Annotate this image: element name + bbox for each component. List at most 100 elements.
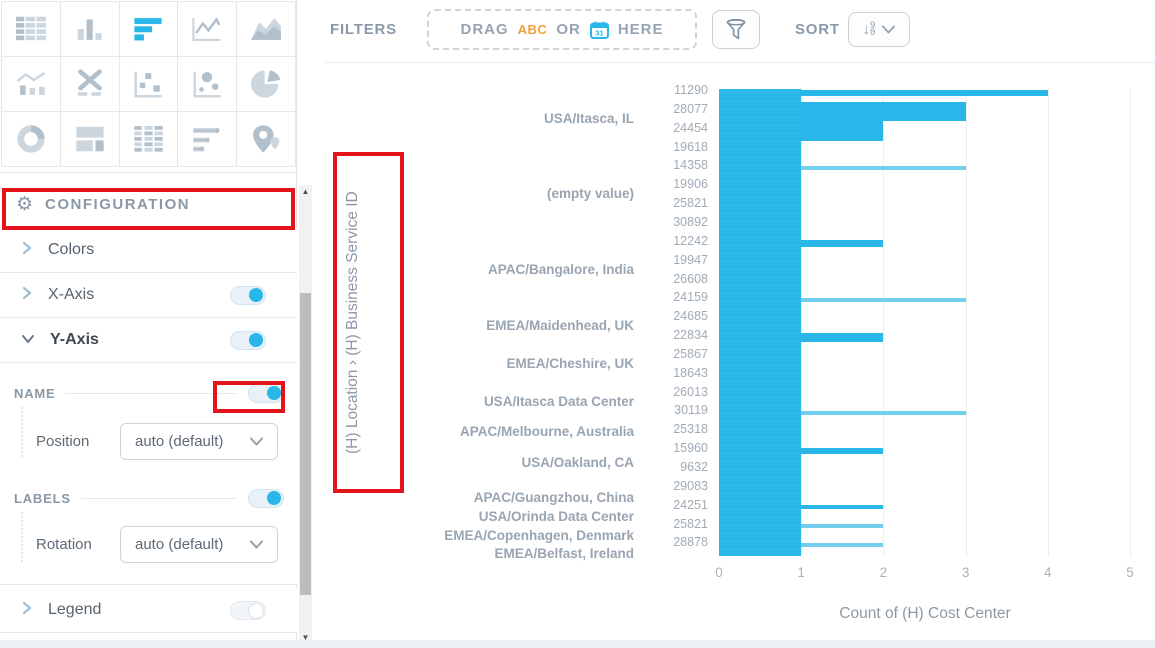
chart-type-grid bbox=[1, 1, 296, 167]
y-axis-id-label: 25318 bbox=[673, 422, 708, 437]
section-legend[interactable]: Legend bbox=[0, 588, 297, 633]
y-axis-toggle[interactable] bbox=[230, 330, 266, 350]
chart-type-bullet-chart-icon[interactable] bbox=[178, 112, 237, 166]
bar bbox=[801, 410, 966, 415]
y-axis-id-label: 9632 bbox=[680, 460, 708, 474]
gridline bbox=[1130, 88, 1131, 557]
scrollbar-thumb[interactable] bbox=[300, 293, 311, 595]
x-tick-label: 2 bbox=[879, 565, 888, 580]
filter-condition-button[interactable] bbox=[712, 10, 760, 49]
y-axis-id-label: 19618 bbox=[673, 139, 708, 154]
chevron-right-icon bbox=[22, 241, 32, 259]
svg-text:31: 31 bbox=[595, 28, 603, 37]
y-axis-id-label: 26013 bbox=[673, 384, 708, 399]
labels-setting-label: LABELS bbox=[14, 490, 71, 506]
y-axis-id-label: 22834 bbox=[673, 328, 708, 343]
name-setting-label: NAME bbox=[14, 385, 56, 401]
y-axis-id-label: 19906 bbox=[673, 177, 708, 192]
y-axis-id-label: 24159 bbox=[673, 290, 708, 305]
section-x-axis-label: X-Axis bbox=[48, 286, 95, 303]
scatter-chart-icon bbox=[134, 71, 163, 98]
chart-type-table-chart-icon[interactable] bbox=[2, 2, 60, 56]
combo-chart-icon bbox=[16, 72, 46, 95]
chart-type-column-chart-icon[interactable] bbox=[60, 2, 119, 56]
gear-icon: ⚙ bbox=[16, 193, 34, 215]
area-chart-icon bbox=[251, 18, 282, 40]
gridline bbox=[1047, 88, 1049, 557]
sort-dropdown-button[interactable]: ↓ 9 0 bbox=[848, 12, 910, 47]
chevron-right-icon bbox=[22, 601, 32, 619]
divider bbox=[0, 172, 297, 173]
chart-type-area-chart-icon[interactable] bbox=[237, 2, 295, 56]
x-tick-label: 0 bbox=[715, 565, 723, 580]
x-axis-toggle[interactable] bbox=[230, 285, 266, 305]
panel-scrollbar[interactable]: ▲ ▼ bbox=[299, 185, 312, 645]
divider bbox=[65, 392, 236, 394]
bar bbox=[801, 239, 884, 247]
section-y-axis[interactable]: Y-Axis bbox=[0, 318, 297, 363]
y-axis-labels-toggle[interactable] bbox=[248, 488, 284, 508]
chart-type-scatter-chart-icon[interactable] bbox=[119, 57, 178, 111]
y-axis-group-label: USA/Itasca, IL bbox=[543, 110, 634, 126]
scroll-down-arrow[interactable]: ▼ bbox=[301, 633, 310, 642]
chevron-right-icon bbox=[22, 286, 32, 304]
chart-type-layout-chart-icon[interactable] bbox=[60, 112, 119, 166]
rotation-label: Rotation bbox=[36, 536, 92, 553]
section-colors-label: Colors bbox=[48, 241, 95, 258]
legend-toggle[interactable] bbox=[230, 600, 266, 620]
filter-drop-zone[interactable]: DRAG ABC OR 31 HERE bbox=[427, 9, 697, 50]
y-axis-id-label: 14358 bbox=[673, 158, 708, 173]
section-x-axis[interactable]: X-Axis bbox=[0, 273, 297, 318]
x-tick-label: 1 bbox=[797, 565, 805, 580]
x-tick-label: 5 bbox=[1126, 565, 1134, 580]
section-colors[interactable]: Colors bbox=[0, 228, 297, 273]
chart-type-x-axis-chart-icon[interactable] bbox=[60, 57, 119, 111]
y-axis-id-label: 24251 bbox=[673, 497, 708, 512]
chart-type-line-chart-icon[interactable] bbox=[178, 2, 237, 56]
y-axis-group-label: APAC/Melbourne, Australia bbox=[459, 423, 634, 439]
bar bbox=[801, 542, 884, 547]
donut-chart-icon bbox=[17, 125, 45, 153]
y-axis-group-label: EMEA/Copenhagen, Denmark bbox=[444, 528, 634, 544]
y-axis-name-toggle[interactable] bbox=[248, 383, 284, 403]
chart-type-bubble-chart-icon[interactable] bbox=[178, 57, 237, 111]
chart-type-combo-chart-icon[interactable] bbox=[2, 57, 60, 111]
x-axis-title: Count of (H) Cost Center bbox=[839, 605, 1011, 622]
sort-descending-icon: ↓ 9 0 bbox=[862, 20, 876, 38]
chart-type-donut-chart-icon[interactable] bbox=[2, 112, 60, 166]
rotation-dropdown[interactable]: auto (default) bbox=[120, 526, 278, 563]
chart-type-horizontal-bar-chart-icon-selected[interactable] bbox=[119, 2, 178, 56]
section-legend-label: Legend bbox=[48, 601, 102, 618]
position-dropdown[interactable]: auto (default) bbox=[120, 423, 278, 460]
bar bbox=[801, 447, 884, 454]
bar-chart-canvas: (H) Location › (H) Business Service ID C… bbox=[312, 63, 1155, 640]
map-chart-icon bbox=[253, 125, 280, 153]
pivot-table-icon bbox=[134, 126, 164, 152]
y-axis-id-label: 19947 bbox=[673, 252, 708, 267]
scroll-up-arrow[interactable]: ▲ bbox=[301, 187, 310, 196]
y-axis-group-label: EMEA/Cheshire, UK bbox=[506, 355, 634, 371]
abc-field-icon: ABC bbox=[517, 22, 548, 37]
bar-series bbox=[719, 89, 801, 556]
y-axis-id-label: 18643 bbox=[673, 365, 708, 380]
configuration-title: CONFIGURATION bbox=[45, 195, 191, 213]
chart-type-pivot-table-icon[interactable] bbox=[119, 112, 178, 166]
y-axis-id-label: 25867 bbox=[673, 346, 708, 361]
dropzone-or-text: OR bbox=[556, 21, 581, 38]
chevron-down-icon bbox=[250, 540, 263, 549]
y-axis-id-label: 12242 bbox=[673, 233, 708, 248]
y-axis-id-label: 25821 bbox=[673, 516, 708, 531]
dropzone-here-text: HERE bbox=[617, 21, 664, 38]
y-axis-group-label: USA/Oakland, CA bbox=[521, 455, 634, 471]
y-axis-id-label: 28878 bbox=[673, 535, 708, 550]
bar bbox=[801, 297, 966, 302]
calendar-icon: 31 bbox=[589, 21, 609, 39]
guide-line bbox=[21, 512, 23, 562]
x-tick-label: 4 bbox=[1044, 565, 1052, 580]
bullet-chart-icon bbox=[193, 127, 221, 152]
y-axis-id-label: 11290 bbox=[674, 83, 708, 97]
chart-type-pie-chart-icon[interactable] bbox=[237, 57, 295, 111]
y-axis-id-label: 25821 bbox=[673, 196, 708, 211]
chart-type-map-chart-icon[interactable] bbox=[237, 112, 295, 166]
